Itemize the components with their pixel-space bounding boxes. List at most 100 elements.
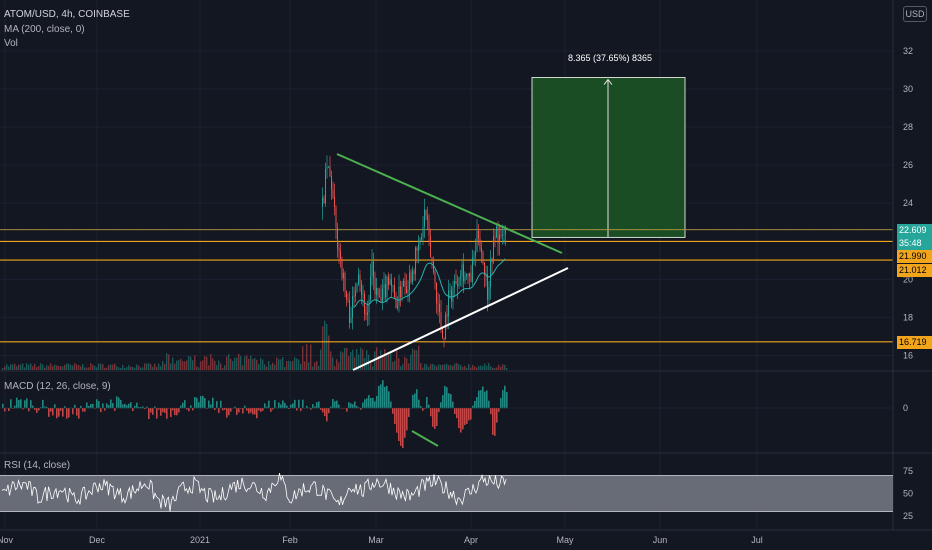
macd-bar (134, 405, 136, 409)
macd-legend[interactable]: MACD (12, 26, close, 9) (4, 381, 111, 392)
candle-body (431, 257, 433, 262)
macd-bar (52, 408, 54, 416)
macd-bar (22, 408, 24, 410)
macd-bar (108, 405, 110, 409)
macd-bar (216, 401, 218, 409)
volume-bar (448, 365, 450, 370)
volume-bar (286, 361, 288, 370)
macd-bar (266, 406, 268, 409)
candle-body (356, 284, 358, 292)
macd-bar (416, 389, 418, 409)
volume-bar (294, 357, 296, 370)
volume-bar (356, 349, 358, 370)
volume-bar (100, 363, 102, 370)
macd-bar (230, 408, 232, 412)
volume-bar (396, 350, 398, 370)
volume-bar (98, 363, 100, 370)
volume-bar (468, 364, 470, 370)
volume-bar (90, 363, 92, 370)
volume-bar (288, 360, 290, 370)
candle-body (358, 274, 359, 285)
candle-body (362, 294, 364, 295)
macd-bar (124, 403, 126, 409)
volume-bar (276, 357, 278, 370)
horizontal-levels[interactable] (0, 78, 893, 343)
macd-bar (388, 391, 390, 409)
volume-bar (242, 365, 244, 370)
macd-bar (270, 408, 272, 412)
candle-body (442, 328, 443, 338)
volume-bar (378, 355, 380, 370)
candle-body (458, 277, 460, 287)
volume-bar (238, 353, 240, 370)
macd-bar (174, 408, 176, 416)
volume-bar (236, 357, 238, 370)
volume-bar (44, 367, 46, 370)
macd-tick-label: 0 (903, 403, 908, 413)
candle-body (340, 250, 341, 259)
volume-bar (408, 363, 410, 370)
macd-bar (150, 408, 152, 413)
candle-body (410, 272, 412, 283)
macd-bar (50, 408, 52, 412)
volume-bar (250, 355, 252, 370)
volume-bar (144, 363, 146, 370)
macd-bar (360, 408, 362, 410)
price-axis[interactable]: 1618202224262830320255075 (903, 46, 913, 521)
upper-trendline[interactable] (336, 153, 563, 254)
macd-bar (258, 408, 260, 411)
candle-body (322, 197, 323, 207)
volume-bar (204, 355, 206, 370)
volume-bar (268, 360, 270, 370)
candle-body (469, 272, 470, 277)
candle-body (460, 275, 461, 278)
moving-average-line (353, 258, 506, 308)
symbol-legend[interactable]: ATOM/USD, 4h, COINBASE (4, 9, 130, 20)
volume-bar (56, 365, 58, 370)
macd-bar (28, 408, 30, 412)
candle-body (500, 234, 502, 236)
macd-bar (364, 399, 366, 409)
volume-bar (334, 366, 336, 370)
macd-bar (126, 405, 128, 409)
candle-body (482, 251, 484, 263)
macd-bar (46, 406, 48, 409)
volume-bar (450, 364, 452, 370)
ma-legend[interactable]: MA (200, close, 0) (4, 24, 85, 35)
volume-bar (402, 364, 404, 370)
volume-bar (186, 360, 188, 370)
macd-bar (278, 402, 280, 409)
macd-bar (296, 408, 298, 411)
macd-bar (372, 397, 374, 409)
macd-bar (36, 408, 38, 413)
volume-bar (308, 362, 310, 370)
macd-bar (240, 408, 242, 409)
time-tick-label: 2021 (190, 535, 210, 545)
candle-body (433, 261, 434, 273)
volume-legend[interactable]: Vol (4, 38, 18, 49)
candle-body (397, 305, 398, 309)
time-axis[interactable]: Nov Dec 2021 Feb Mar Apr May Jun Jul (0, 535, 763, 545)
lower-trendline[interactable] (352, 267, 569, 371)
volume-bar (498, 364, 500, 370)
macd-bar (312, 404, 314, 409)
macd-bar (386, 385, 388, 409)
macd-bar (154, 406, 156, 409)
volume-bar (466, 367, 468, 370)
macd-bar (100, 408, 102, 413)
macd-bar (194, 397, 196, 409)
volume-bars (2, 320, 508, 370)
currency-badge[interactable]: USD (903, 6, 927, 22)
macd-bar (98, 401, 100, 409)
macd-bar (340, 408, 342, 409)
macd-bar (242, 408, 244, 414)
macd-bar (158, 408, 160, 410)
macd-bar (228, 408, 230, 416)
candle-body (323, 197, 325, 204)
macd-bar (20, 399, 22, 409)
volume-bar (310, 344, 312, 370)
volume-bar (192, 360, 194, 370)
macd-bar (72, 408, 74, 415)
rsi-legend[interactable]: RSI (14, close) (4, 460, 71, 471)
